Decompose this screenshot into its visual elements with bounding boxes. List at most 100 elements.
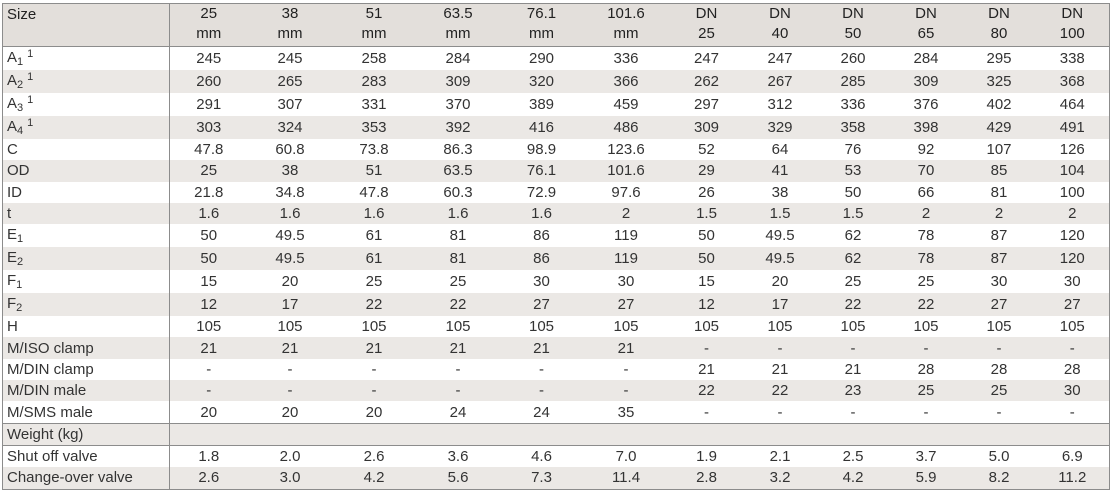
table-cell: 3.2 <box>743 467 817 490</box>
table-cell: 25 <box>889 270 963 294</box>
dimensions-table-wrapper: Size 25 mm 38 mm 51 mm 63.5 mm 76.1 mm 101.6 mm DN 25… <box>2 3 1110 490</box>
table-cell: 52 <box>669 139 744 161</box>
table-row: A21 260 265 283 309 320 366 262 267 285 309 325 368 <box>2 70 1110 93</box>
empty-cell <box>500 422 583 446</box>
table-cell: 50 <box>169 224 248 248</box>
table-cell: 30 <box>1035 270 1110 294</box>
table-cell: 81 <box>415 224 501 248</box>
size-column-header-line2: mm <box>361 25 387 42</box>
size-column-header-line1: 63.5 <box>443 5 473 22</box>
table-cell: 105 <box>1035 316 1110 338</box>
table-cell: 60.3 <box>415 181 501 203</box>
table-cell: 47.8 <box>332 181 416 203</box>
table-cell: 309 <box>415 70 501 93</box>
table-cell: 491 <box>1035 116 1110 139</box>
table-cell: 20 <box>743 270 817 294</box>
table-cell: 34.8 <box>247 181 333 203</box>
table-cell: 376 <box>889 93 963 116</box>
table-cell: 1.5 <box>743 202 817 225</box>
row-label-text: E <box>7 226 18 244</box>
size-column-header-line2: mm <box>445 25 471 42</box>
row-label-text: t <box>7 205 12 223</box>
row-label: t <box>2 202 170 225</box>
table-cell: - <box>816 401 890 424</box>
table-cell: 51 <box>332 160 416 182</box>
table-cell: 297 <box>669 93 744 116</box>
table-cell: 27 <box>962 293 1036 317</box>
table-cell: 87 <box>962 224 1036 248</box>
table-cell: 105 <box>582 316 670 338</box>
row-label-subscript: 1 <box>17 233 24 246</box>
size-column-header-line2: mm <box>277 25 303 42</box>
table-cell: 309 <box>669 116 744 139</box>
table-cell: 81 <box>415 247 501 271</box>
size-column-header: 25 mm <box>169 3 248 47</box>
size-column-header: 63.5 mm <box>415 3 501 47</box>
table-cell: 267 <box>743 70 817 93</box>
table-cell: 320 <box>500 70 583 93</box>
table-cell: 30 <box>500 270 583 294</box>
table-cell: 1.6 <box>415 202 501 225</box>
row-label: H <box>2 316 170 338</box>
row-label: A31 <box>2 93 170 116</box>
table-cell: - <box>962 337 1036 359</box>
table-cell: - <box>169 358 248 381</box>
table-cell: 123.6 <box>582 139 670 161</box>
dimensions-table: Size 25 mm 38 mm 51 mm 63.5 mm 76.1 mm 101.6 mm DN 25… <box>2 3 1110 490</box>
table-cell: 64 <box>743 139 817 161</box>
table-cell: 76 <box>816 139 890 161</box>
table-cell: 295 <box>962 46 1036 70</box>
table-cell: 105 <box>332 316 416 338</box>
table-row: C 47.8 60.8 73.8 86.3 98.9 123.6 52 64 76 92 107 126 <box>2 139 1110 161</box>
table-header-row: Size 25 mm 38 mm 51 mm 63.5 mm 76.1 mm 101.6 mm DN 25… <box>2 3 1110 47</box>
table-cell: 120 <box>1035 224 1110 248</box>
table-cell: 366 <box>582 70 670 93</box>
table-cell: 61 <box>332 247 416 271</box>
table-cell: 1.5 <box>816 202 890 225</box>
table-cell: 260 <box>169 70 248 93</box>
row-label-text: F <box>7 295 17 313</box>
table-cell: 1.6 <box>332 202 416 225</box>
size-column-header: DN 25 <box>669 3 744 47</box>
table-cell: - <box>889 337 963 359</box>
empty-cell <box>169 422 248 446</box>
size-column-header-line1: 25 <box>200 5 218 22</box>
table-cell: 61 <box>332 224 416 248</box>
row-label: C <box>2 139 170 161</box>
row-label-text: ID <box>7 183 22 201</box>
table-cell: 2 <box>889 202 963 225</box>
table-cell: 15 <box>669 270 744 294</box>
table-cell: 285 <box>816 70 890 93</box>
row-label-subscript: 4 <box>17 125 24 137</box>
table-cell: 49.5 <box>247 224 333 248</box>
table-cell: - <box>415 358 501 381</box>
table-cell: 329 <box>743 116 817 139</box>
row-label-subscript: 2 <box>16 302 23 315</box>
table-cell: 12 <box>669 293 744 317</box>
size-column-header: 101.6 mm <box>582 3 670 47</box>
table-row: Change-over valve 2.6 3.0 4.2 5.6 7.3 11.4 2.8 3… <box>2 467 1110 490</box>
table-cell: 284 <box>889 46 963 70</box>
table-cell: 312 <box>743 93 817 116</box>
table-cell: 2.8 <box>669 467 744 490</box>
table-cell: - <box>743 337 817 359</box>
row-label: F2 <box>2 293 170 317</box>
table-cell: 87 <box>962 247 1036 271</box>
table-cell: - <box>247 358 333 381</box>
table-cell: 324 <box>247 116 333 139</box>
row-label: OD <box>2 160 170 182</box>
table-cell: 309 <box>889 70 963 93</box>
table-cell: 398 <box>889 116 963 139</box>
table-cell: 22 <box>332 293 416 317</box>
table-row: A41 303 324 353 392 416 486 309 329 358 398 429 491 <box>2 116 1110 139</box>
empty-cell <box>816 422 890 446</box>
table-cell: 21 <box>332 337 416 359</box>
row-label-text: E <box>7 249 18 267</box>
size-column-header-line1: 101.6 <box>607 5 645 22</box>
table-cell: 21 <box>582 337 670 359</box>
table-cell: 21 <box>169 337 248 359</box>
row-label-subscript: 2 <box>17 79 24 91</box>
table-row: E2 50 49.5 61 81 86 119 50 49.5 62 78 87 120 <box>2 247 1110 271</box>
table-cell: 28 <box>889 358 963 381</box>
table-cell: 303 <box>169 116 248 139</box>
